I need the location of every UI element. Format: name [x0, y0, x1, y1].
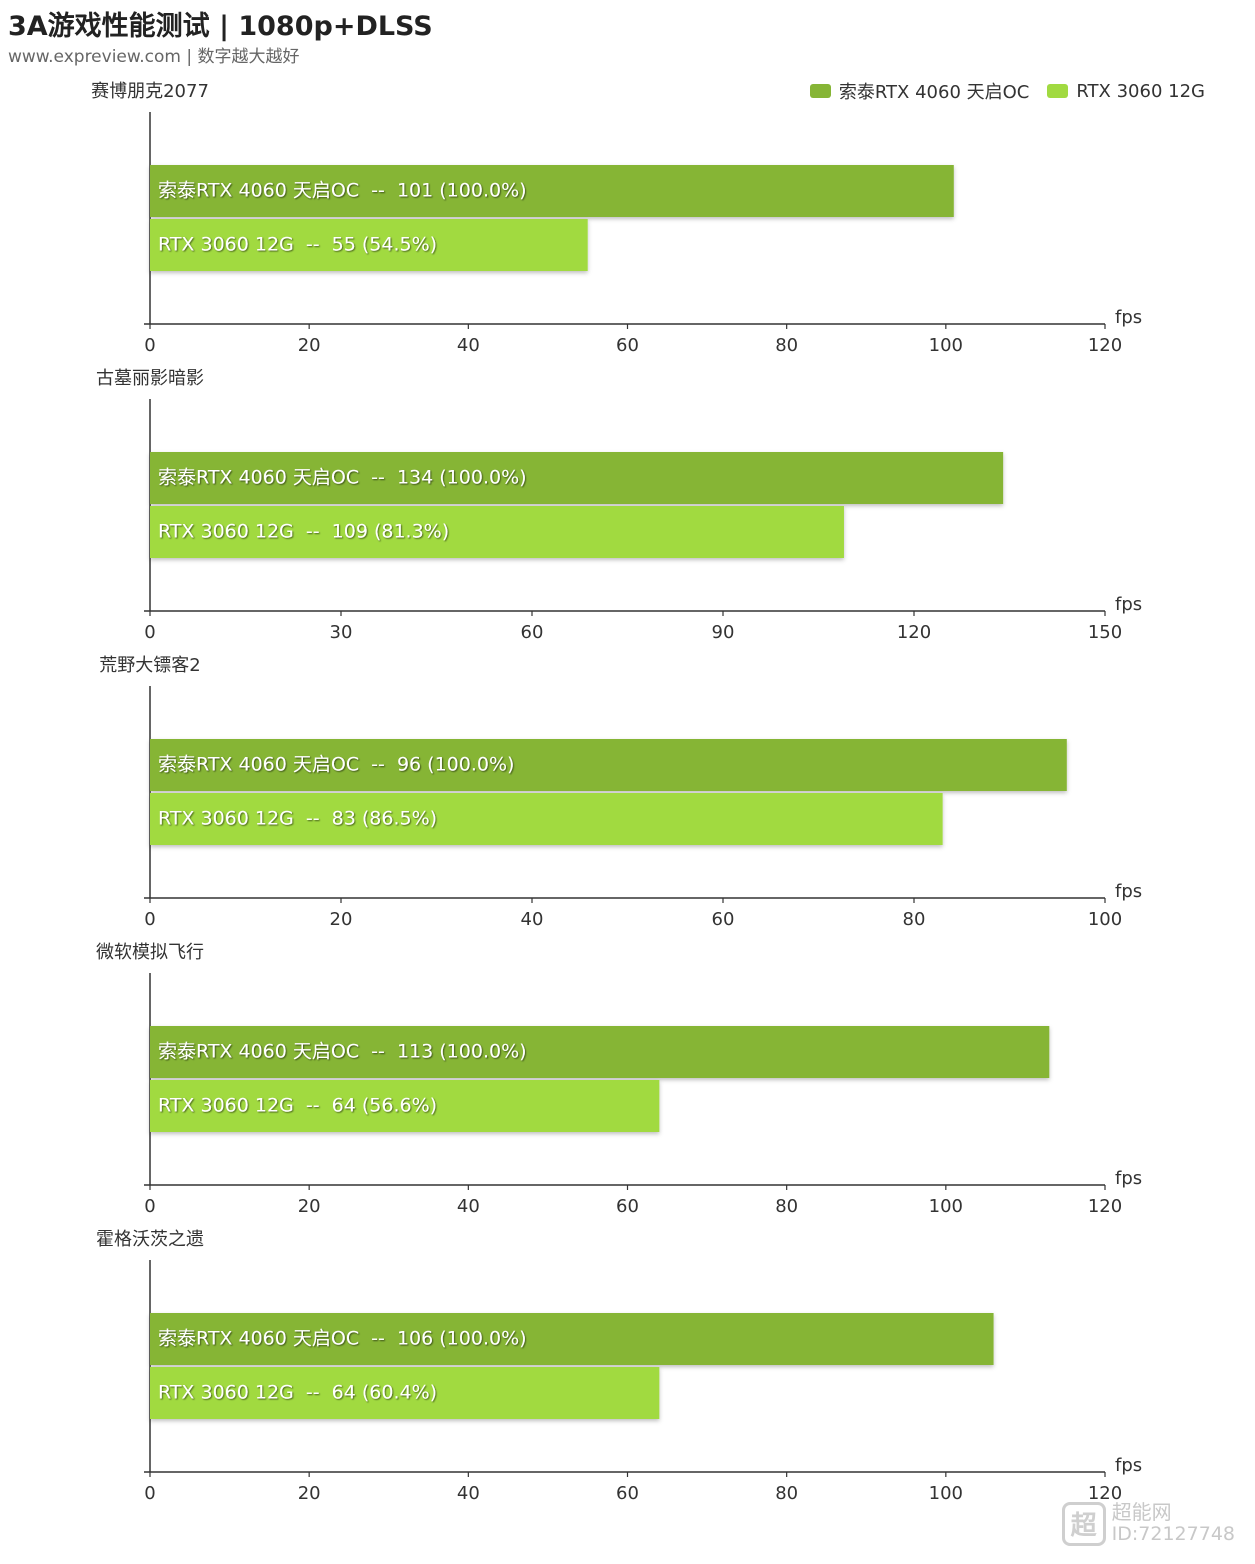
- x-tick-label: 60: [616, 1196, 639, 1217]
- bar-data-label: 索泰RTX 4060 天启OC -- 96 (100.0%): [158, 754, 514, 776]
- bar-rtx3060: [150, 1367, 660, 1419]
- x-tick-label: 120: [1088, 1196, 1122, 1217]
- bar-rtx4060: [150, 165, 954, 217]
- watermark: 超 超能网 ID:72127748: [1061, 1500, 1235, 1546]
- legend-item-3060: RTX 3060 12G: [1047, 78, 1205, 104]
- x-tick-label: 40: [521, 909, 544, 930]
- x-tick-label: 80: [903, 909, 926, 930]
- bar-data-label: RTX 3060 12G -- 83 (86.5%): [158, 808, 437, 830]
- x-axis-unit: fps: [1115, 1168, 1142, 1189]
- x-tick-label: 0: [144, 335, 155, 356]
- x-tick-label: 20: [298, 1196, 321, 1217]
- bar-rtx4060: [150, 739, 1067, 791]
- chart-1: 赛博朋克2077 fps 0 20 40 60 80 100 120 索泰RTX 4060 天启O…: [91, 81, 1142, 356]
- x-tick-label: 0: [144, 909, 155, 930]
- x-tick-label: 80: [775, 1483, 798, 1504]
- bar-data-label: RTX 3060 12G -- 64 (60.4%): [158, 1382, 437, 1404]
- x-tick-label: 90: [712, 622, 735, 643]
- bar-rtx4060: [150, 1026, 1050, 1078]
- x-tick-label: 20: [298, 1483, 321, 1504]
- chart-title: 古墓丽影暗影: [96, 368, 204, 389]
- bar-rtx3060: [150, 793, 943, 845]
- bar-data-label: 索泰RTX 4060 天启OC -- 134 (100.0%): [158, 467, 527, 489]
- chart-2: 古墓丽影暗影 fps 0 30 60 90 120 150 索泰RTX 4060 天启OC --…: [96, 368, 1142, 643]
- bar-data-label: 索泰RTX 4060 天启OC -- 113 (100.0%): [158, 1041, 527, 1063]
- x-tick-label: 120: [897, 622, 931, 643]
- x-tick-label: 0: [144, 1483, 155, 1504]
- x-tick-label: 100: [929, 335, 963, 356]
- x-tick-label: 80: [775, 1196, 798, 1217]
- bar-data-label: RTX 3060 12G -- 64 (56.6%): [158, 1095, 437, 1117]
- x-tick-label: 40: [457, 1483, 480, 1504]
- chart-5: 霍格沃茨之遗 fps 0 20 40 60 80 100 120 索泰RTX 4060 天启OC …: [96, 1229, 1142, 1504]
- x-axis-unit: fps: [1115, 1455, 1142, 1476]
- bar-rtx3060: [150, 1080, 660, 1132]
- x-axis-unit: fps: [1115, 594, 1142, 615]
- x-tick-label: 40: [457, 335, 480, 356]
- x-tick-label: 60: [616, 1483, 639, 1504]
- x-axis-unit: fps: [1115, 307, 1142, 328]
- chart-title: 荒野大镖客2: [99, 655, 200, 676]
- bar-data-label: 索泰RTX 4060 天启OC -- 101 (100.0%): [158, 180, 527, 202]
- chart-4: 微软模拟飞行 fps 0 20 40 60 80 100 120 索泰RTX 4060 天启OC …: [96, 942, 1142, 1217]
- bar-rtx4060: [150, 452, 1004, 504]
- bar-data-label: RTX 3060 12G -- 109 (81.3%): [158, 521, 449, 543]
- watermark-logo-icon: 超: [1061, 1501, 1106, 1546]
- x-tick-label: 120: [1088, 1483, 1122, 1504]
- legend-item-4060: 索泰RTX 4060 天启OC: [809, 78, 1030, 104]
- bar-rtx3060: [150, 506, 844, 558]
- x-tick-label: 20: [330, 909, 353, 930]
- x-tick-label: 120: [1088, 335, 1122, 356]
- page-title: 3A游戏性能测试 | 1080p+DLSS: [8, 11, 433, 42]
- x-axis-unit: fps: [1115, 881, 1142, 902]
- x-tick-label: 100: [1088, 909, 1122, 930]
- chart-title: 微软模拟飞行: [96, 942, 204, 963]
- legend: 索泰RTX 4060 天启OC RTX 3060 12G: [809, 78, 1205, 104]
- x-tick-label: 150: [1088, 622, 1122, 643]
- x-tick-label: 80: [775, 335, 798, 356]
- bar-rtx3060: [150, 219, 588, 271]
- page-subtitle: www.expreview.com | 数字越大越好: [8, 47, 300, 67]
- x-tick-label: 60: [616, 335, 639, 356]
- x-tick-label: 20: [298, 335, 321, 356]
- x-tick-label: 60: [712, 909, 735, 930]
- x-tick-label: 60: [521, 622, 544, 643]
- watermark-id: ID:72127748: [1111, 1523, 1235, 1546]
- legend-label-3060: RTX 3060 12G: [1076, 80, 1205, 102]
- x-tick-label: 100: [929, 1196, 963, 1217]
- bar-rtx4060: [150, 1313, 994, 1365]
- bar-data-label: 索泰RTX 4060 天启OC -- 106 (100.0%): [158, 1328, 527, 1350]
- chart-3: 荒野大镖客2 fps 0 20 40 60 80 100 索泰RTX 4060 天启OC -- …: [99, 655, 1142, 930]
- bar-data-label: RTX 3060 12G -- 55 (54.5%): [158, 234, 437, 256]
- x-tick-label: 0: [144, 1196, 155, 1217]
- legend-swatch-4060: [809, 84, 831, 98]
- x-tick-label: 0: [144, 622, 155, 643]
- chart-title: 赛博朋克2077: [91, 81, 209, 102]
- x-tick-label: 100: [929, 1483, 963, 1504]
- x-tick-label: 40: [457, 1196, 480, 1217]
- chart-title: 霍格沃茨之遗: [96, 1229, 204, 1250]
- watermark-name: 超能网: [1111, 1500, 1172, 1525]
- legend-label-4060: 索泰RTX 4060 天启OC: [838, 82, 1030, 103]
- legend-swatch-3060: [1047, 84, 1069, 98]
- x-tick-label: 30: [330, 622, 353, 643]
